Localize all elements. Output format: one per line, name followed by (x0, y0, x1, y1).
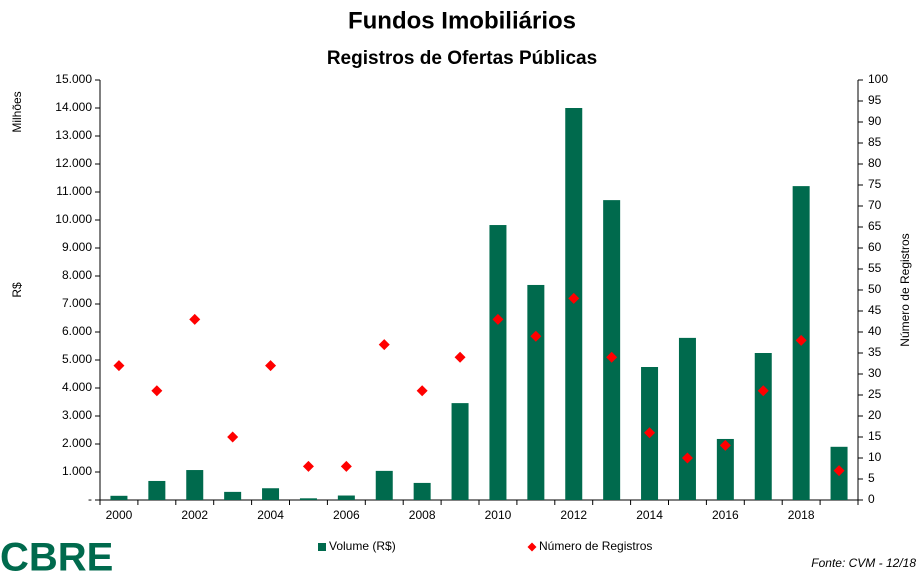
legend-label: Volume (R$) (329, 539, 396, 553)
y-tick-label: 9.000 (62, 240, 92, 254)
y2-tick-label: 10 (868, 450, 882, 464)
y-tick-label: 10.000 (55, 212, 92, 226)
logo: CBRE (0, 536, 113, 571)
bar (603, 200, 621, 500)
y-tick-label: 11.000 (56, 184, 92, 198)
legend-marker (318, 543, 326, 551)
bar (754, 353, 772, 500)
y-tick-label: 6.000 (62, 324, 92, 338)
y-axis-label: R$ (10, 282, 24, 298)
y-tick-label: 15.000 (55, 72, 92, 86)
marker (378, 339, 390, 351)
y-unit-label: Milhões (10, 91, 24, 132)
x-tick-label: 2018 (788, 508, 815, 522)
bar (110, 495, 128, 500)
y-tick-label: 7.000 (62, 296, 92, 310)
bar (413, 482, 431, 500)
bar (337, 495, 355, 500)
y2-tick-label: 45 (868, 303, 882, 317)
marker (568, 292, 580, 304)
bar (678, 337, 696, 500)
y2-tick-label: 100 (868, 72, 888, 86)
y2-tick-label: 95 (868, 93, 882, 107)
x-tick-label: 2006 (333, 508, 360, 522)
bar (224, 491, 242, 500)
marker (681, 452, 693, 464)
y2-tick-label: 60 (868, 240, 882, 254)
y-tick-label: 3.000 (62, 408, 92, 422)
y2-tick-label: 40 (868, 324, 882, 338)
y2-tick-label: 25 (868, 387, 882, 401)
x-tick-label: 2004 (257, 508, 284, 522)
x-tick-label: 2014 (636, 508, 663, 522)
y2-tick-label: 20 (868, 408, 882, 422)
y2-tick-label: 15 (868, 429, 882, 443)
y2-tick-label: 5 (868, 471, 875, 485)
y-tick-label: 8.000 (62, 268, 92, 282)
marker (795, 334, 807, 346)
y2-tick-label: 80 (868, 156, 882, 170)
y2-tick-label: 50 (868, 282, 882, 296)
legend-marker (527, 542, 537, 552)
y-tick-label: 5.000 (62, 352, 92, 366)
y-tick-label: 4.000 (62, 380, 92, 394)
source: Fonte: CVM - 12/18 (811, 556, 916, 570)
y2-tick-label: 55 (868, 261, 882, 275)
marker (833, 465, 845, 477)
y-tick-label: 13.000 (55, 128, 92, 142)
y-tick-label: 1.000 (62, 464, 92, 478)
y2-tick-label: 75 (868, 177, 882, 191)
y2-tick-label: 70 (868, 198, 882, 212)
marker (302, 460, 314, 472)
y-tick-label: 14.000 (55, 100, 92, 114)
bar (186, 470, 204, 500)
marker (113, 360, 125, 372)
bar (489, 225, 507, 501)
marker (530, 330, 542, 342)
bar (262, 488, 280, 500)
legend-label: Número de Registros (539, 539, 652, 553)
marker (189, 313, 201, 325)
marker (719, 439, 731, 451)
marker (757, 385, 769, 397)
x-tick-label: 2008 (409, 508, 436, 522)
chart-title: Fundos Imobiliários (348, 7, 576, 34)
marker (340, 460, 352, 472)
marker (606, 351, 618, 363)
y2-tick-label: 65 (868, 219, 882, 233)
x-tick-label: 2010 (485, 508, 512, 522)
x-tick-label: 2000 (106, 508, 133, 522)
bar (451, 403, 469, 500)
bar (716, 438, 734, 500)
chart-subtitle: Registros de Ofertas Públicas (327, 48, 597, 69)
y2-tick-label: 0 (868, 492, 875, 506)
bar (375, 470, 393, 500)
marker (416, 385, 428, 397)
x-tick-label: 2016 (712, 508, 739, 522)
marker (492, 313, 504, 325)
bar (527, 284, 545, 500)
marker (454, 351, 466, 363)
y-tick-label: 12.000 (55, 156, 92, 170)
y-tick-label: - (88, 492, 92, 506)
marker (151, 385, 163, 397)
bar (565, 108, 583, 500)
y2-axis-label: Número de Registros (898, 233, 912, 346)
bar (299, 498, 317, 500)
y2-tick-label: 85 (868, 135, 882, 149)
y-tick-label: 2.000 (62, 436, 92, 450)
bar (148, 480, 166, 500)
y2-tick-label: 30 (868, 366, 882, 380)
marker (644, 427, 656, 439)
y2-tick-label: 35 (868, 345, 882, 359)
marker (227, 431, 239, 443)
y2-tick-label: 90 (868, 114, 882, 128)
x-tick-label: 2002 (181, 508, 208, 522)
marker (265, 360, 277, 372)
x-tick-label: 2012 (560, 508, 587, 522)
